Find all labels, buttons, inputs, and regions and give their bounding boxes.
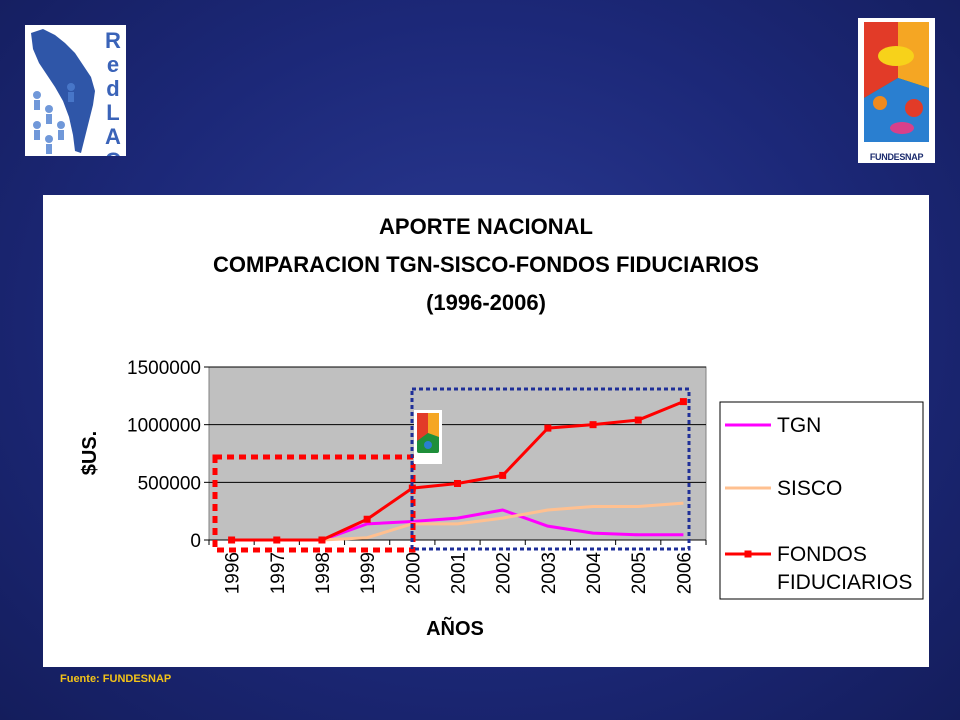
legend-label: TGN [777,414,821,437]
fundesnap-mini-logo-icon [414,410,442,464]
fundesnap-logo-caption: FUNDESNAP [869,152,924,162]
y-tick-label: 1000000 [127,416,201,437]
y-axis-ticks: 0 500000 1000000 1500000 [127,358,209,552]
x-tick-label: 2002 [494,552,515,594]
x-tick-label: 1996 [223,552,244,594]
data-point [273,536,281,544]
x-tick-label: 2004 [584,552,605,595]
x-axis-label: AÑOS [426,617,484,640]
y-tick-label: 500000 [138,473,201,494]
chart-panel: APORTE NACIONAL COMPARACION TGN-SISCO-FO… [43,195,929,667]
x-tick-label: 1999 [358,552,379,594]
plot-area [208,366,707,541]
fundesnap-logo: FUNDESNAP [858,18,935,163]
line-chart: APORTE NACIONAL COMPARACION TGN-SISCO-FO… [79,214,924,640]
redlac-logo: R e d L A C [25,25,126,156]
data-point [544,424,552,432]
legend-label: FONDOS [777,543,867,566]
x-axis-ticks: 1996 1997 1998 1999 2000 2001 2002 2003 2004 2005… [208,540,707,595]
data-point [454,479,461,487]
y-tick-label: 0 [190,531,201,552]
data-point [499,471,507,479]
x-tick-label: 2006 [674,552,695,594]
series-lines [228,398,687,544]
x-tick-label: 2005 [629,552,650,594]
fundesnap-emblem-icon [864,22,929,142]
chart-title-line-2: COMPARACION TGN-SISCO-FONDOS FIDUCIARIOS [213,252,759,277]
legend-label: SISCO [777,477,842,500]
source-note: Fuente: FUNDESNAP [60,673,172,685]
data-point [363,515,371,523]
chart-title-line-3: (1996-2006) [426,290,546,315]
data-point [589,421,597,429]
highlight-box-later-years [410,387,691,551]
data-point [679,398,687,406]
y-tick-label: 1500000 [127,358,201,379]
legend-marker [744,550,752,558]
y-axis-label: $US. [79,431,101,475]
data-point [228,536,236,544]
chart-title-line-1: APORTE NACIONAL [379,214,593,239]
x-tick-label: 1997 [268,552,289,594]
legend-label: FIDUCIARIOS [777,571,912,594]
data-point [634,416,642,424]
x-tick-label: 2001 [449,552,470,594]
x-tick-label: 2000 [403,552,424,594]
x-tick-label: 1998 [313,552,334,594]
latin-america-map-icon [25,25,126,156]
legend: TGN SISCO FONDOS FIDUCIARIOS [719,401,924,600]
highlight-boxes [212,387,691,553]
data-point [318,536,326,544]
chart-title: APORTE NACIONAL COMPARACION TGN-SISCO-FO… [213,214,759,315]
legend-box [719,401,924,600]
redlac-logo-text: R e d L A C [105,28,121,157]
x-tick-label: 2003 [539,552,560,594]
